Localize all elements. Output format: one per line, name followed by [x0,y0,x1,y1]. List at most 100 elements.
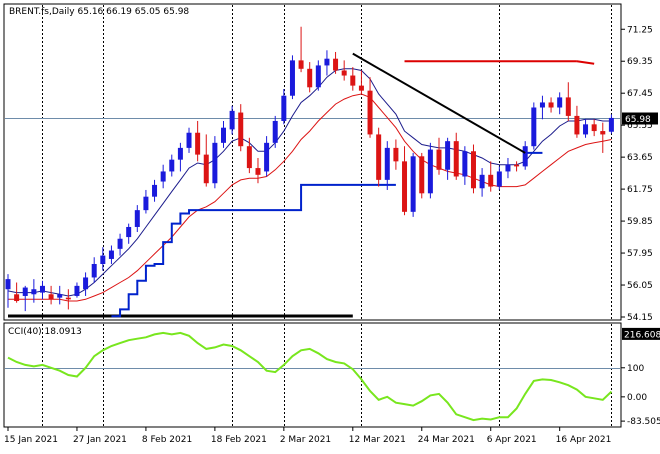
candle-body [91,263,97,278]
date-tick-label: 27 Jan 2021 [73,435,127,445]
candle-body [272,120,278,143]
candle-body [608,117,614,132]
candle-body [453,141,459,177]
candle-body [203,154,209,184]
candle-body [402,161,408,212]
candle-body [65,297,71,300]
candle-body [152,184,158,197]
candle-body [600,131,606,135]
cci-current-label-box [622,327,660,340]
candle-body [548,102,554,108]
date-tick-label: 8 Feb 2021 [142,435,192,445]
candle-body [22,287,28,296]
candle-body [83,277,89,290]
candle-body [143,196,149,211]
candle-body [393,147,399,162]
date-tick-label: 6 Apr 2021 [487,435,537,445]
candle-body [74,285,80,296]
slow-ma-line [8,93,612,302]
candle-body [5,279,11,290]
candle-body [324,58,330,66]
cci-tick-label: 100 [627,364,644,374]
candle-body [496,171,502,187]
candle-body [48,294,54,300]
candle-body [514,164,520,167]
cci-panel [3,322,622,428]
candle-body [177,147,183,160]
candle-body [583,124,589,135]
price-tick-label: 69.35 [627,57,653,67]
resistance-line-tail [576,60,595,65]
candle-body [126,226,132,238]
candle-body [479,174,485,189]
candle-body [470,151,476,189]
chart-title: BRENT.fs,Daily 65.16 66.19 65.05 65.98 [9,7,189,17]
date-tick-label: 12 Mar 2021 [349,435,406,445]
price-tick-label: 67.45 [627,89,653,99]
candle-body [221,127,226,143]
candle-body [160,171,166,182]
price-panel [3,3,622,321]
candle-body [117,238,123,249]
candle-body [57,294,63,298]
candle-body [367,90,373,135]
candle-body [488,174,494,187]
price-tick-label: 54.15 [627,313,653,323]
cci-title: CCI(40) 18.0913 [8,327,82,337]
candle-body [229,110,235,130]
fast-ma-line [7,68,612,297]
trendline [352,52,526,154]
candle-body [315,65,321,88]
candle-body [591,124,597,132]
candle-body [186,132,192,148]
candle-body [255,168,261,175]
candle-body [376,134,382,180]
candle-body [574,115,580,135]
price-tick-label: 56.05 [627,281,653,291]
candle-body [134,210,140,227]
candle-body [557,97,563,108]
cci-tick-label: -83.5053 [627,417,660,427]
candle-body [281,95,287,121]
candle-body [384,147,390,180]
date-tick-label: 16 Apr 2021 [556,435,612,445]
date-tick-label: 2 Mar 2021 [280,435,331,445]
cci-tick-label: 0.00 [627,393,647,403]
date-tick-label: 15 Jan 2021 [4,435,58,445]
ohlc-readout: 65.16 66.19 65.05 65.98 [78,7,190,17]
candle-body [350,75,356,86]
candle-body [462,151,468,177]
candle-body [108,250,114,259]
price-tick-label: 71.25 [627,25,653,35]
candle-body [358,85,364,91]
candle-body [505,164,511,172]
candle-body [410,156,416,212]
candle-body [419,156,425,194]
date-tick-label: 24 Mar 2021 [418,435,475,445]
candle-body [565,97,571,116]
candle-body [31,289,37,295]
candle-body [238,112,244,147]
candle-body [539,102,545,108]
candle-body [427,149,433,194]
candle-body [264,142,270,172]
price-tick-label: 63.65 [627,153,653,163]
candle-body [246,146,252,169]
candle-body [341,70,347,76]
cci-current-label: 216.608 [624,330,660,340]
candle-body [212,142,218,184]
price-tick-label: 65.55 [627,121,653,131]
candle-body [436,149,442,170]
candle-body [289,60,295,96]
price-tick-label: 61.75 [627,185,653,195]
candle-body [307,68,313,88]
candle-body [298,60,304,69]
price-tick-label: 59.85 [627,217,653,227]
cci-line [7,331,613,422]
candle-body [39,285,45,293]
current-price-label: 65.98 [625,115,651,125]
price-tick-label: 57.95 [627,249,653,259]
candle-body [531,107,537,147]
